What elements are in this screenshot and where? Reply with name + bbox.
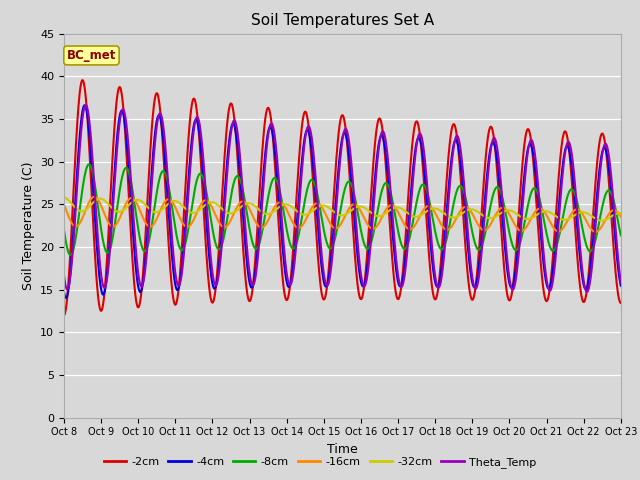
Theta_Temp (82, 102, 90, 108)
-8cm (60, 227, 68, 233)
-32cm (598, 218, 605, 224)
Line: -32cm: -32cm (64, 197, 621, 221)
-16cm (297, 224, 305, 230)
-8cm (617, 232, 625, 238)
-32cm (126, 201, 134, 207)
Theta_Temp (104, 273, 111, 278)
-32cm (103, 200, 111, 205)
Theta_Temp (318, 257, 326, 263)
Line: -16cm: -16cm (64, 197, 621, 232)
-2cm (126, 217, 134, 223)
-8cm (127, 176, 134, 182)
-16cm (308, 204, 316, 210)
Theta_Temp (126, 165, 134, 171)
-32cm (377, 213, 385, 219)
-4cm (60, 289, 68, 295)
-32cm (617, 210, 625, 216)
-2cm (617, 300, 625, 306)
-8cm (67, 252, 74, 258)
-4cm (308, 156, 316, 161)
-2cm (308, 166, 316, 171)
-8cm (85, 161, 93, 167)
-16cm (91, 194, 99, 200)
-4cm (62, 295, 70, 301)
-4cm (104, 264, 111, 270)
-4cm (297, 168, 305, 174)
Theta_Temp (308, 138, 316, 144)
-2cm (318, 293, 326, 299)
Theta_Temp (378, 131, 385, 137)
Line: Theta_Temp: Theta_Temp (64, 105, 621, 292)
-4cm (617, 283, 625, 288)
Text: BC_met: BC_met (67, 49, 116, 62)
-4cm (319, 271, 326, 277)
-2cm (79, 77, 86, 83)
-4cm (127, 191, 134, 197)
-2cm (104, 249, 111, 254)
-16cm (592, 229, 600, 235)
-16cm (617, 214, 625, 220)
Title: Soil Temperatures Set A: Soil Temperatures Set A (251, 13, 434, 28)
-16cm (318, 205, 326, 211)
Line: -4cm: -4cm (64, 105, 621, 298)
Theta_Temp (583, 289, 591, 295)
X-axis label: Time: Time (327, 443, 358, 456)
-8cm (378, 189, 385, 194)
-32cm (60, 194, 68, 200)
-2cm (297, 136, 305, 142)
-16cm (60, 202, 68, 207)
-16cm (378, 216, 385, 221)
-32cm (318, 203, 326, 208)
-32cm (308, 209, 316, 215)
Theta_Temp (60, 273, 68, 278)
-32cm (296, 211, 304, 216)
Theta_Temp (297, 184, 305, 190)
Theta_Temp (617, 279, 625, 285)
-16cm (126, 195, 134, 201)
-2cm (378, 120, 385, 125)
-16cm (104, 218, 111, 224)
-8cm (297, 220, 305, 226)
-4cm (81, 102, 88, 108)
-4cm (378, 132, 385, 138)
Y-axis label: Soil Temperature (C): Soil Temperature (C) (22, 161, 35, 290)
Line: -8cm: -8cm (64, 164, 621, 255)
-8cm (308, 177, 316, 183)
-8cm (319, 220, 326, 226)
-8cm (104, 250, 111, 256)
Legend: -2cm, -4cm, -8cm, -16cm, -32cm, Theta_Temp: -2cm, -4cm, -8cm, -16cm, -32cm, Theta_Te… (99, 452, 541, 472)
-2cm (60, 312, 68, 318)
Line: -2cm: -2cm (64, 80, 621, 315)
